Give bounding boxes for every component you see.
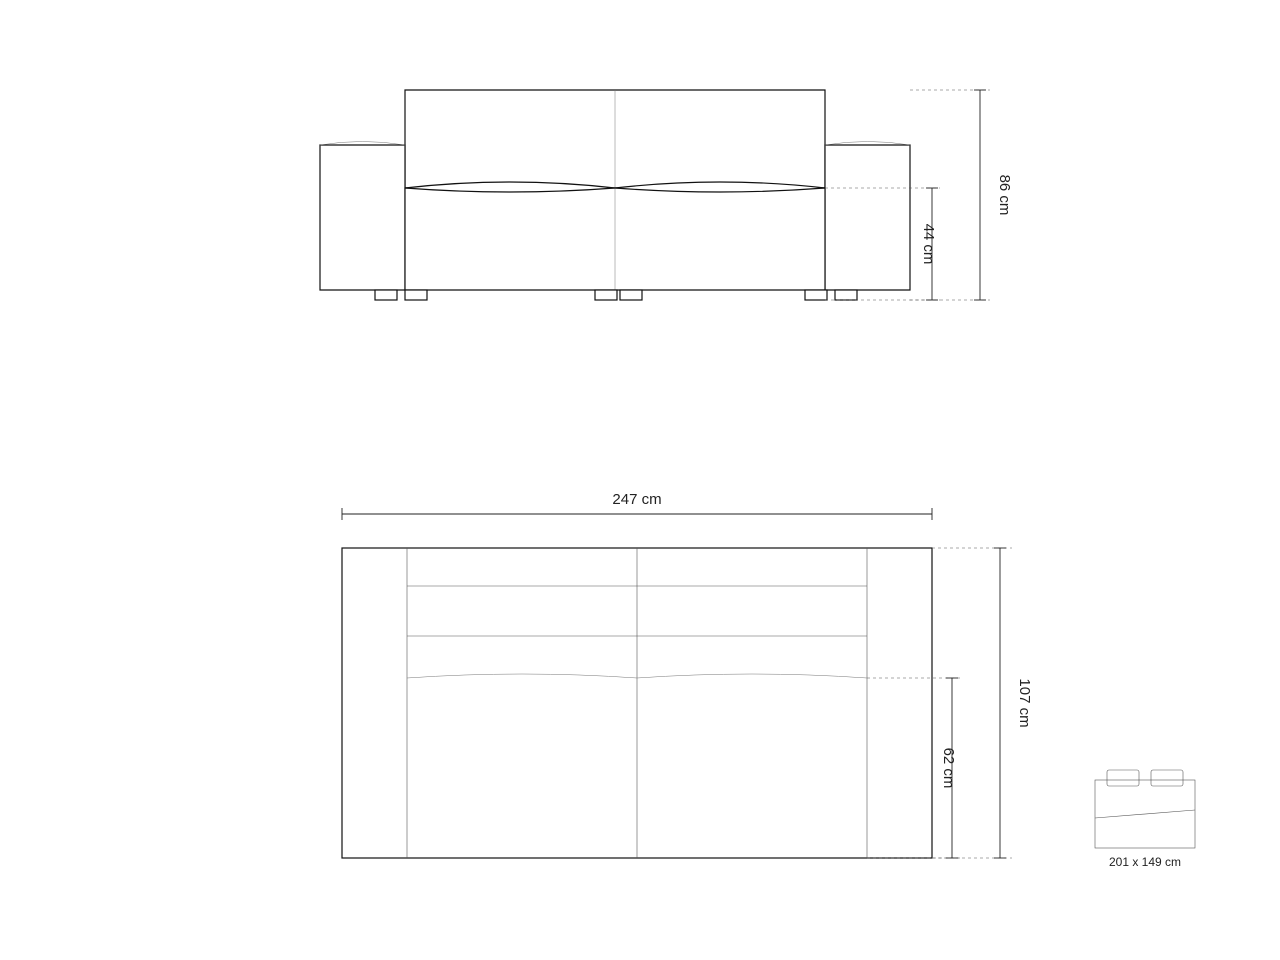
bed-icon: 201 x 149 cm <box>1095 770 1195 869</box>
dim-top-depth: 107 cm <box>932 548 1033 858</box>
sofa-front-view: 86 cm 44 cm <box>320 90 1013 300</box>
dim-top-width: 247 cm <box>342 491 932 520</box>
dim-label-width: 247 cm <box>612 491 661 508</box>
sofa-top-view: 107 cm 62 cm <box>342 548 1033 858</box>
dim-label-seat-height: 44 cm <box>920 224 937 265</box>
bed-icon-label: 201 x 149 cm <box>1109 855 1181 869</box>
dim-label-total-height: 86 cm <box>996 175 1013 216</box>
dim-front-total-height: 86 cm <box>910 90 1013 300</box>
dim-label-seat-depth: 62 cm <box>940 748 957 789</box>
dim-label-depth: 107 cm <box>1016 678 1033 727</box>
